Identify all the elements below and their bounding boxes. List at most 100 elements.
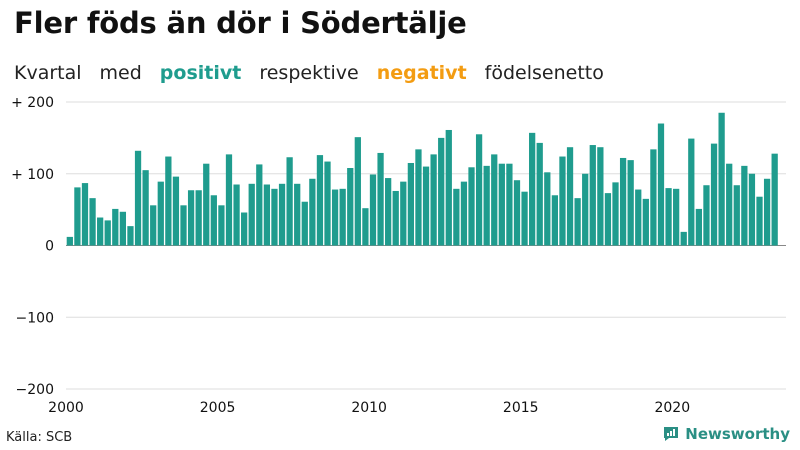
- brand-logo: Newsworthy: [662, 425, 790, 443]
- subtitle-part2: med: [99, 62, 142, 84]
- bar: [74, 187, 81, 246]
- bar: [331, 189, 339, 246]
- bar: [195, 190, 202, 246]
- newsworthy-logo-icon: [664, 427, 679, 441]
- brand-name: Newsworthy: [685, 425, 790, 443]
- bar: [172, 176, 180, 246]
- bar: [392, 190, 399, 246]
- bar: [726, 163, 733, 246]
- bar: [422, 166, 430, 246]
- bar: [597, 147, 604, 246]
- bar: [619, 157, 627, 246]
- bar: [536, 142, 543, 246]
- bar: [278, 183, 286, 246]
- bar: [748, 173, 756, 246]
- bar: [66, 236, 73, 246]
- bar: [475, 134, 483, 246]
- bar: [688, 138, 695, 246]
- bar: [733, 185, 740, 246]
- bars: [66, 112, 778, 246]
- bar: [134, 150, 142, 246]
- bar: [263, 184, 271, 246]
- bar: [218, 205, 225, 246]
- bar: [438, 137, 445, 246]
- bar: [97, 217, 104, 246]
- bar: [104, 220, 111, 246]
- bar: [521, 191, 528, 246]
- bar: [468, 167, 475, 246]
- bar: [415, 149, 422, 246]
- bar: [551, 195, 559, 246]
- subtitle-part3: respektive: [259, 62, 359, 84]
- bar: [362, 208, 369, 246]
- bar: [187, 190, 195, 246]
- bar: [112, 208, 119, 246]
- bar: [233, 184, 240, 246]
- bar: [544, 172, 551, 246]
- y-tick-label: 0: [45, 239, 54, 255]
- bar: [210, 195, 217, 246]
- bar: [741, 165, 748, 246]
- chart-subtitle: Kvartal med positivt respektive negativt föde…: [14, 62, 622, 84]
- bar: [612, 182, 619, 246]
- bar: [559, 156, 566, 246]
- bar: [763, 178, 771, 246]
- bar: [703, 185, 710, 246]
- bar: [119, 211, 127, 246]
- bar: [150, 205, 157, 246]
- bar: [127, 226, 134, 246]
- bar: [453, 188, 460, 246]
- axis-labels: + 200 + 100 0 −100 −200 2000 2005 2010 2015 2020: [11, 95, 690, 416]
- bar: [771, 153, 778, 246]
- bar: [180, 205, 187, 246]
- bar: [635, 189, 642, 246]
- bar: [256, 164, 263, 246]
- bar: [248, 183, 255, 246]
- bar: [673, 188, 680, 246]
- y-tick-label: + 200: [11, 95, 54, 111]
- bar: [157, 181, 164, 246]
- x-tick-label: 2005: [200, 400, 236, 416]
- x-tick-label: 2015: [503, 400, 539, 416]
- bar: [369, 174, 377, 246]
- bar: [491, 154, 498, 246]
- bar: [324, 161, 331, 246]
- bar: [604, 193, 612, 246]
- bar: [657, 123, 665, 246]
- bar: [165, 156, 172, 246]
- bar: [718, 112, 725, 246]
- y-tick-label: + 100: [11, 167, 54, 183]
- legend-positive: positivt: [159, 62, 242, 84]
- bar: [430, 154, 437, 246]
- bar: [286, 157, 293, 246]
- bar: [589, 145, 596, 246]
- bar: [506, 163, 513, 246]
- bar: [650, 149, 657, 246]
- bar: [582, 173, 589, 246]
- bar: [339, 188, 346, 246]
- bar: [203, 163, 210, 246]
- bar: [483, 165, 490, 246]
- x-tick-label: 2000: [48, 400, 84, 416]
- subtitle-part4: födelsenetto: [484, 62, 604, 84]
- x-tick-label: 2010: [351, 400, 387, 416]
- bar: [574, 198, 581, 246]
- bar: [225, 154, 233, 246]
- bar: [241, 212, 248, 246]
- bar: [642, 198, 649, 246]
- bar: [756, 196, 763, 246]
- bar: [294, 183, 301, 246]
- bar: [316, 155, 324, 246]
- bar: [377, 152, 384, 246]
- subtitle-part1: Kvartal: [14, 62, 82, 84]
- bar: [301, 201, 308, 246]
- bar: [81, 183, 89, 246]
- bar: [445, 129, 452, 246]
- bar: [498, 163, 505, 246]
- bar: [271, 188, 278, 246]
- bar: [89, 198, 96, 246]
- bar: [142, 170, 149, 246]
- bar: [513, 180, 521, 246]
- bar: [627, 160, 634, 246]
